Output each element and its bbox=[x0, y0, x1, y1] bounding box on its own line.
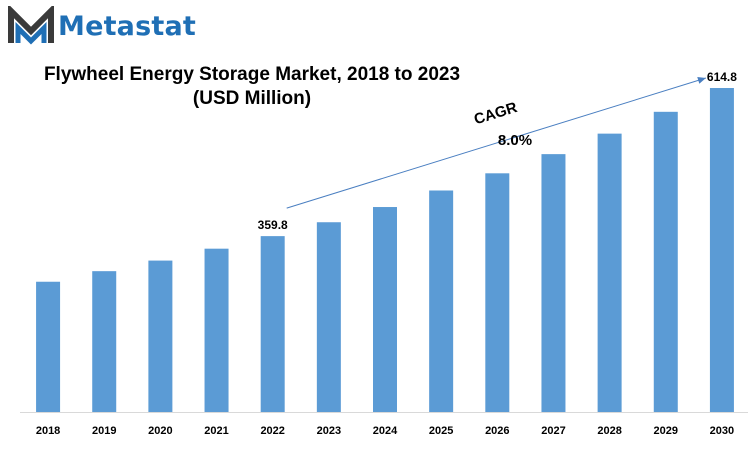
bar-2022 bbox=[260, 236, 285, 412]
x-tick-label-2018: 2018 bbox=[36, 425, 60, 437]
bar-series bbox=[36, 88, 734, 413]
chart-title: Flywheel Energy Storage Market, 2018 to … bbox=[44, 64, 460, 85]
brand-name: Metastat bbox=[58, 10, 197, 42]
x-axis-tick-labels: 2018 2019 2020 2021 2022 2023 2024 2025 2026 2027… bbox=[36, 425, 734, 437]
m-logo-icon bbox=[8, 6, 54, 45]
x-tick-label-2027: 2027 bbox=[541, 425, 565, 437]
cagr-label: CAGR bbox=[472, 99, 519, 128]
bar-2026 bbox=[485, 173, 510, 412]
bar-2024 bbox=[373, 207, 397, 412]
bar-2029 bbox=[653, 111, 678, 413]
x-tick-label-2020: 2020 bbox=[148, 425, 172, 437]
x-tick-label-2030: 2030 bbox=[710, 425, 734, 437]
bar-2019 bbox=[92, 271, 117, 412]
data-labels: 359.8 614.8 bbox=[258, 70, 738, 232]
bar-2023 bbox=[316, 222, 341, 412]
x-tick-label-2026: 2026 bbox=[485, 425, 509, 437]
bar-2020 bbox=[148, 260, 173, 412]
bar-2025 bbox=[429, 190, 454, 412]
data-label-2022: 359.8 bbox=[258, 218, 288, 232]
x-tick-label-2022: 2022 bbox=[260, 425, 284, 437]
bar-2021 bbox=[204, 248, 229, 412]
brand-logo: Metastat bbox=[8, 6, 196, 46]
x-tick-label-2024: 2024 bbox=[373, 425, 398, 437]
cagr-arrow bbox=[286, 77, 707, 209]
chart-subtitle: (USD Million) bbox=[193, 88, 311, 109]
bar-2018 bbox=[36, 281, 61, 412]
x-tick-label-2019: 2019 bbox=[92, 425, 116, 437]
cagr-arrowhead bbox=[697, 77, 706, 84]
data-label-2030: 614.8 bbox=[707, 70, 737, 84]
bar-2030 bbox=[709, 88, 734, 413]
x-tick-label-2023: 2023 bbox=[317, 425, 341, 437]
x-tick-label-2025: 2025 bbox=[429, 425, 453, 437]
cagr-value: 8.0% bbox=[498, 132, 532, 149]
bar-2028 bbox=[597, 133, 622, 412]
x-tick-label-2029: 2029 bbox=[654, 425, 678, 437]
x-tick-label-2021: 2021 bbox=[204, 425, 228, 437]
x-tick-label-2028: 2028 bbox=[597, 425, 621, 437]
bar-2027 bbox=[541, 154, 566, 412]
